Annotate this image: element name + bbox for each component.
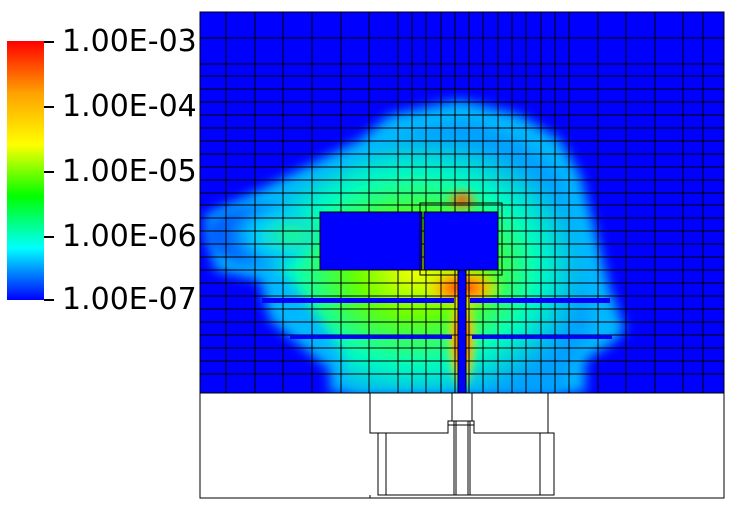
colorbar-tick [44, 236, 54, 238]
flux-cloud-side [205, 205, 315, 265]
colorbar-tick [44, 41, 54, 43]
structure-bar-left [262, 298, 454, 303]
structure-bar-right-2 [472, 335, 612, 339]
lower-geometry [199, 392, 725, 499]
structure-head [423, 211, 499, 271]
colorbar-label-3: 1.00E-05 [62, 154, 197, 189]
colorbar [7, 41, 44, 300]
colorbar-label-2: 1.00E-04 [62, 89, 197, 124]
colorbar-label-max: 1.00E-03 [62, 24, 197, 59]
colorbar-label-min: 1.00E-07 [62, 282, 197, 317]
structure-bar-left-2 [290, 335, 452, 339]
colorbar-tick [44, 299, 54, 301]
colorbar-label-4: 1.00E-06 [62, 219, 197, 254]
plot-frame [199, 11, 725, 499]
colorbar-tick [44, 171, 54, 173]
structure-left-block [319, 211, 423, 271]
hotspot-top [444, 186, 480, 214]
structure-bar-right [470, 298, 610, 303]
structure-stem [457, 269, 467, 394]
colorbar-tick [44, 106, 54, 108]
